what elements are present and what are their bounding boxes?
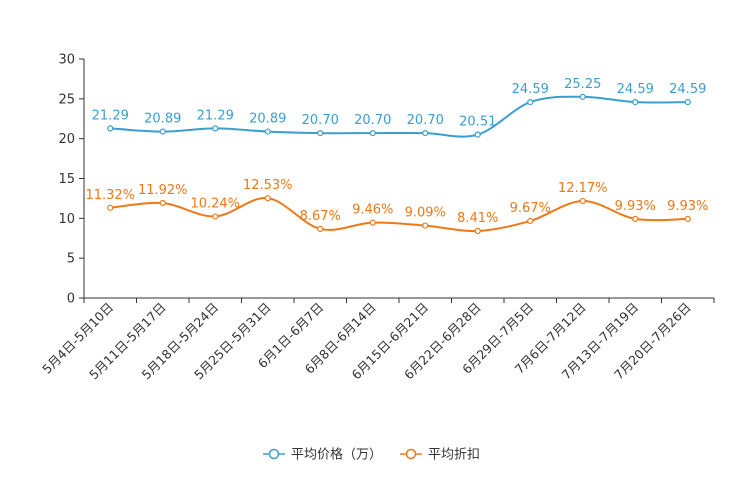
data-point bbox=[527, 98, 534, 106]
series-line bbox=[110, 95, 688, 138]
data-label: 20.89 bbox=[249, 112, 286, 127]
legend-marker bbox=[405, 448, 417, 460]
legend-item-average-discount[interactable]: 平均折扣 bbox=[400, 448, 480, 463]
data-point bbox=[369, 219, 376, 226]
series-average-discount: 11.32% 11.92%10.24%12.53% 8.67% 9.46% 9.09% 8… bbox=[85, 178, 708, 235]
y-tick-label: 20 bbox=[58, 132, 75, 147]
data-point bbox=[579, 197, 586, 205]
data-point bbox=[684, 215, 691, 222]
data-point bbox=[264, 195, 271, 202]
y-tick-label: 15 bbox=[58, 172, 75, 187]
legend-marker bbox=[268, 448, 280, 460]
data-point bbox=[579, 93, 586, 100]
legend-label: 平均价格（万） bbox=[291, 447, 382, 463]
data-point bbox=[317, 225, 324, 233]
data-label: 11.92% bbox=[138, 183, 188, 198]
data-label: 10.24% bbox=[190, 196, 240, 211]
data-point bbox=[632, 215, 639, 222]
data-point bbox=[474, 227, 481, 235]
data-point bbox=[422, 129, 429, 137]
data-label: 20.70 bbox=[354, 113, 391, 128]
data-label: 11.32% bbox=[85, 188, 135, 203]
data-point bbox=[317, 129, 324, 137]
data-label: 21.29 bbox=[92, 108, 129, 123]
data-point bbox=[422, 222, 429, 229]
data-label: 24.59 bbox=[512, 82, 549, 97]
data-label: 8.41% bbox=[457, 211, 498, 226]
data-label: 24.59 bbox=[669, 82, 706, 97]
data-point bbox=[212, 125, 219, 132]
y-tick-label: 30 bbox=[58, 53, 75, 68]
y-tick-label: 10 bbox=[58, 212, 75, 227]
data-label: 9.93% bbox=[667, 199, 708, 214]
data-label: 20.70 bbox=[407, 113, 444, 128]
legend[interactable]: 平均价格（万） 平均折扣 bbox=[263, 447, 480, 463]
legend-item-average-price[interactable]: 平均价格（万） bbox=[263, 447, 382, 463]
y-tick-label: 25 bbox=[58, 92, 75, 107]
data-point bbox=[264, 128, 271, 135]
data-label: 9.09% bbox=[405, 206, 446, 221]
series-layer: 21.29 20.89 21.29 20.89 20.70 20.70 20.70 20.51… bbox=[85, 77, 708, 235]
data-point bbox=[684, 98, 691, 106]
data-label: 9.93% bbox=[615, 199, 656, 214]
data-point bbox=[474, 131, 481, 138]
data-point bbox=[107, 125, 114, 132]
data-label: 20.51 bbox=[459, 115, 496, 130]
series-average-price: 21.29 20.89 21.29 20.89 20.70 20.70 20.70 20.51… bbox=[92, 77, 706, 138]
legend-label: 平均折扣 bbox=[428, 448, 480, 463]
data-point bbox=[527, 217, 534, 225]
data-label: 9.67% bbox=[510, 201, 551, 216]
series-line bbox=[110, 197, 688, 233]
data-point bbox=[212, 213, 219, 220]
data-label: 24.59 bbox=[617, 82, 654, 97]
data-label: 8.67% bbox=[300, 209, 341, 224]
data-label: 20.70 bbox=[302, 113, 339, 128]
data-point bbox=[159, 128, 166, 135]
data-point bbox=[369, 129, 376, 137]
data-point bbox=[632, 98, 639, 106]
data-label: 20.89 bbox=[144, 112, 181, 127]
data-label: 12.17% bbox=[558, 181, 608, 196]
y-tick-label: 0 bbox=[67, 292, 75, 307]
data-label: 12.53% bbox=[243, 178, 293, 193]
data-label: 21.29 bbox=[197, 108, 234, 123]
data-point bbox=[159, 199, 166, 207]
data-label: 9.46% bbox=[352, 203, 393, 218]
data-point bbox=[107, 204, 114, 211]
y-tick-label: 5 bbox=[67, 252, 75, 267]
data-label: 25.25 bbox=[564, 77, 601, 92]
